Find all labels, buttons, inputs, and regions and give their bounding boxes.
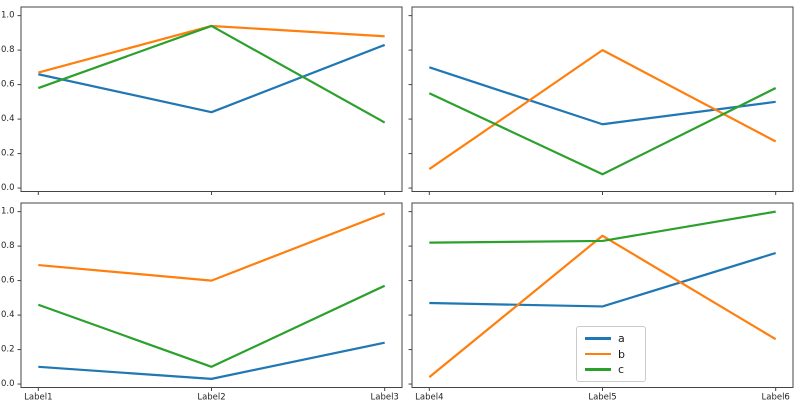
series-line-a xyxy=(428,66,776,126)
legend: a b c xyxy=(576,326,646,382)
subplot-top-left: 0.0 0.2 0.4 0.6 0.8 1.0 xyxy=(1,6,403,195)
legend-entry-c: c xyxy=(585,363,639,376)
series-line-c xyxy=(37,284,386,368)
axes-frame xyxy=(20,6,403,192)
axes-frame xyxy=(411,202,794,388)
legend-line-swatch-a xyxy=(585,337,611,340)
x-tick-label: Label5 xyxy=(588,393,616,403)
legend-label-a: a xyxy=(618,332,625,345)
x-tick-label: Label4 xyxy=(415,393,443,403)
legend-line-swatch-b xyxy=(585,352,611,356)
y-tick-label: 0.8 xyxy=(1,45,15,55)
axes-frame xyxy=(411,6,794,192)
y-tick-label: 0.2 xyxy=(1,149,15,159)
y-tick-label: 0.2 xyxy=(1,345,15,355)
x-tick-label: Label3 xyxy=(371,393,399,403)
subplot-top-right xyxy=(408,6,794,195)
y-tick-label: 0.0 xyxy=(1,379,15,389)
series-line-a xyxy=(38,43,386,114)
x-tick-label: Label2 xyxy=(197,393,225,403)
series-line-b xyxy=(428,49,777,170)
y-tick-label: 0.0 xyxy=(1,183,15,193)
legend-entry-b: b xyxy=(585,348,639,361)
series-line-c xyxy=(428,87,777,176)
series-line-b xyxy=(428,234,777,379)
axes-frame xyxy=(20,202,403,388)
legend-line-swatch-c xyxy=(585,368,611,371)
series-line-a xyxy=(429,251,777,308)
y-tick-label: 0.6 xyxy=(1,80,15,90)
y-tick-label: 0.4 xyxy=(1,310,15,320)
y-tick-label: 0.8 xyxy=(1,241,15,251)
y-tick-label: 0.6 xyxy=(1,276,15,286)
series-line-c xyxy=(37,24,386,124)
legend-entry-a: a xyxy=(585,332,639,345)
y-tick-label: 1.0 xyxy=(1,11,15,21)
series-line-a xyxy=(38,341,385,380)
series-line-b xyxy=(38,212,386,282)
y-tick-label: 1.0 xyxy=(1,207,15,217)
x-tick-label: Label1 xyxy=(24,393,52,403)
y-tick-label: 0.4 xyxy=(1,114,15,124)
legend-label-c: c xyxy=(618,363,625,376)
legend-label-b: b xyxy=(618,347,625,361)
series-line-c xyxy=(429,210,776,244)
x-tick-label: Label6 xyxy=(762,393,790,403)
subplot-bottom-left: 0.0 0.2 0.4 0.6 0.8 1.0 Label1 Label2 Label3 xyxy=(1,202,403,403)
subplot-bottom-right: Label4 Label5 Label6 xyxy=(408,202,794,403)
